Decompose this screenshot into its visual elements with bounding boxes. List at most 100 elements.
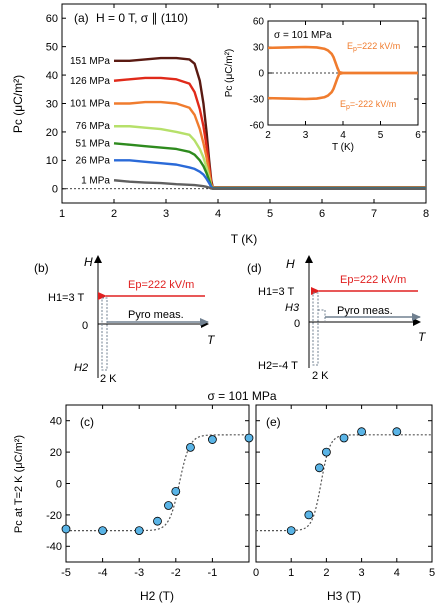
panel-a-ytick-label: 50 bbox=[46, 41, 58, 53]
inset-ytick-label: -60 bbox=[250, 121, 265, 132]
schematic-d-h1-label: H1=3 T bbox=[258, 286, 294, 298]
inset-xtick-label: 2 bbox=[265, 130, 271, 141]
panel-e-xtick-label: 2 bbox=[323, 567, 329, 579]
panel-c-ylabel: Pc at T=2 K (μC/m²) bbox=[13, 435, 25, 533]
inset-series-line bbox=[267, 71, 418, 101]
inset-ytick-label: 30 bbox=[253, 43, 265, 54]
schematic-d-gray-box bbox=[312, 292, 319, 366]
inset-xlabel: T (K) bbox=[332, 142, 354, 153]
panel-a-xtick-label: 1 bbox=[59, 208, 65, 220]
panel-e-frame bbox=[255, 404, 433, 563]
panel-a-series-label: 76 MPa bbox=[76, 121, 111, 132]
panel-e-fit-curve bbox=[256, 434, 432, 532]
panel-e-data-point bbox=[339, 433, 349, 443]
panel-c-ytick-label: -40 bbox=[46, 541, 62, 553]
panel-a-series-label: 26 MPa bbox=[76, 155, 111, 166]
panel-e-data-point bbox=[286, 526, 296, 535]
panel-e-data-point bbox=[304, 510, 314, 520]
panel-a-series-line bbox=[113, 142, 426, 190]
panel-c-xtick-label: -3 bbox=[134, 567, 144, 579]
panel-e-xtick-label: 4 bbox=[394, 567, 400, 579]
panel-a-xtick-label: 3 bbox=[163, 208, 169, 220]
panel-e-data-point bbox=[392, 427, 402, 437]
panel-a-xtick-label: 7 bbox=[371, 208, 377, 220]
panel-a-ytick-label: 40 bbox=[46, 70, 58, 82]
inset-xtick-label: 3 bbox=[303, 130, 309, 141]
schematic-d-t-label: T bbox=[418, 330, 427, 344]
inset-ytick-label: -30 bbox=[250, 95, 265, 106]
panel-c-ytick-label: 40 bbox=[50, 416, 62, 428]
inset-xtick-label: 5 bbox=[378, 130, 384, 141]
schematic-d-zero-label: 0 bbox=[294, 318, 300, 330]
panel-c-xtick-label: -1 bbox=[208, 567, 218, 579]
schematic-b-zero-label: 0 bbox=[82, 320, 88, 332]
panel-a-series-line bbox=[113, 179, 426, 190]
panel-a-xtick-label: 8 bbox=[423, 208, 429, 220]
panel-a-xlabel: T (K) bbox=[231, 232, 257, 246]
panel-c-chart: -5 -4 -3 -2 -1 -40 -20 0 20 40 (c) H2 (T) Pc at T… bbox=[13, 404, 254, 603]
schematic-b-t-label: T bbox=[207, 333, 216, 347]
schematic-b: (b) H T H1=3 T 0 H2 Ep=222 kV/m Pyro mea… bbox=[34, 255, 216, 385]
panel-e-data-point bbox=[357, 427, 367, 437]
panel-a-xtick-label: 5 bbox=[267, 208, 273, 220]
panel-a-series-label: 51 MPa bbox=[76, 138, 111, 149]
panel-e-xtick-label: 3 bbox=[359, 567, 365, 579]
schematic-d-h2-label: H2=-4 T bbox=[258, 360, 298, 372]
panel-a-ytick-label: 0 bbox=[52, 184, 58, 196]
panel-a-series-label: 151 MPa bbox=[70, 56, 110, 67]
schematic-b-h2-label: H2 bbox=[74, 362, 88, 374]
panel-c-data-point bbox=[98, 526, 107, 535]
schematic-d-h3-step bbox=[318, 309, 326, 321]
panel-c-data-point bbox=[244, 433, 254, 443]
panel-a-title: H = 0 T, σ ∥ (110) bbox=[96, 11, 188, 25]
panel-c-xtick-label: -4 bbox=[98, 567, 108, 579]
inset-ep-pos-label: Ep=222 kV/m bbox=[347, 41, 400, 53]
panel-a-series-label: 126 MPa bbox=[70, 76, 110, 87]
panel-c-data-point bbox=[61, 524, 71, 534]
panel-c-data-point bbox=[153, 516, 162, 526]
panel-e-xlabel: H3 (T) bbox=[327, 589, 361, 603]
panel-c-label: (c) bbox=[80, 415, 94, 429]
panel-e-chart: 0 1 2 3 4 5 (e) H3 (T) bbox=[253, 404, 435, 603]
inset-xtick-label: 4 bbox=[340, 130, 346, 141]
panel-c-xtick-label: -5 bbox=[61, 567, 71, 579]
panel-c-data-point bbox=[186, 442, 195, 452]
schematic-d-h3-label: H3 bbox=[285, 302, 300, 314]
schematic-b-2k-label: 2 K bbox=[100, 373, 117, 385]
panel-a-xtick-label: 4 bbox=[215, 208, 221, 220]
schematic-d-h-label: H bbox=[286, 257, 295, 271]
panel-c-ytick-label: -20 bbox=[46, 510, 62, 522]
panel-e-data-point bbox=[314, 463, 324, 473]
panel-c-xlabel: H2 (T) bbox=[140, 589, 174, 603]
panel-c-data-point bbox=[134, 526, 144, 535]
panel-a-xtick-label: 2 bbox=[111, 208, 117, 220]
schematic-b-label: (b) bbox=[34, 261, 49, 275]
panel-c-data-point bbox=[171, 486, 181, 496]
schematic-b-gray-box bbox=[101, 297, 108, 371]
schematic-b-h-label: H bbox=[84, 255, 93, 269]
panel-a-ytick-label: 30 bbox=[46, 98, 58, 110]
panel-e-label: (e) bbox=[266, 415, 281, 429]
inset-xtick-label: 6 bbox=[415, 130, 421, 141]
schematic-d-label: (d) bbox=[247, 261, 262, 275]
inset-ep-neg-label: Ep=-222 kV/m bbox=[340, 99, 396, 111]
inset-ylabel: Pc (μC/m²) bbox=[224, 49, 235, 98]
panel-e-xtick-label: 0 bbox=[253, 567, 259, 579]
panel-e-data-point bbox=[321, 447, 331, 457]
panel-c-data-point bbox=[207, 435, 217, 444]
panel-e-xtick-label: 5 bbox=[429, 567, 435, 579]
panel-e-xtick-label: 1 bbox=[288, 567, 294, 579]
panel-a-label: (a) bbox=[74, 11, 89, 25]
panel-a-ytick-label: 60 bbox=[46, 13, 58, 25]
schematic-d: (d) H T H1=3 T H3 0 H2=-4 T Ep=222 kV/m … bbox=[247, 255, 427, 382]
panel-a-xtick-label: 6 bbox=[319, 208, 325, 220]
panel-a-series-label: 1 MPa bbox=[81, 175, 110, 186]
panel-c-ytick-label: 20 bbox=[50, 447, 62, 459]
schematic-b-ep-label: Ep=222 kV/m bbox=[128, 279, 194, 291]
panel-a-series-label: 101 MPa bbox=[70, 99, 110, 110]
inset-ytick-label: 0 bbox=[258, 69, 264, 80]
schematic-d-ep-label: Ep=222 kV/m bbox=[340, 274, 406, 286]
schematic-d-pyro-label: Pyro meas. bbox=[337, 305, 393, 317]
